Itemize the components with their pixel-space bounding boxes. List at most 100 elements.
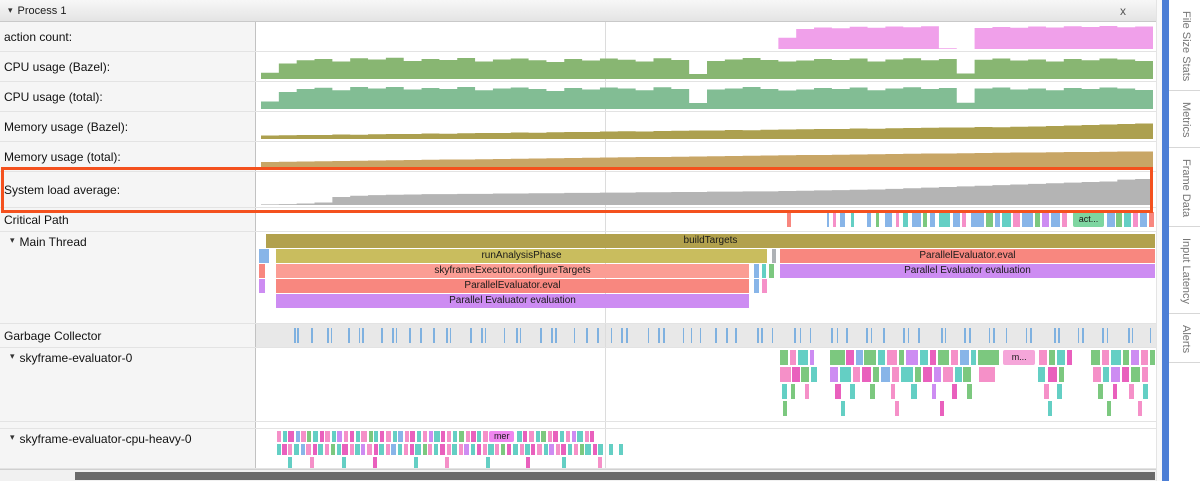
trace-event-tick[interactable] bbox=[445, 328, 448, 343]
trace-slice[interactable] bbox=[549, 444, 554, 455]
trace-slice[interactable] bbox=[872, 367, 879, 382]
trace-slice[interactable] bbox=[476, 444, 481, 455]
trace-slice-buildtargets[interactable]: buildTargets bbox=[265, 234, 1156, 248]
side-tab-metrics[interactable]: Metrics bbox=[1169, 91, 1200, 148]
trace-slice[interactable] bbox=[276, 444, 281, 455]
trace-event-tick[interactable] bbox=[647, 328, 650, 343]
trace-event-tick[interactable] bbox=[554, 328, 557, 343]
trace-event-tick[interactable] bbox=[918, 328, 921, 343]
trace-event-tick[interactable] bbox=[503, 328, 506, 343]
trace-slice[interactable] bbox=[306, 444, 311, 455]
trace-slice[interactable] bbox=[951, 384, 958, 399]
trace-event-tick[interactable] bbox=[391, 328, 394, 343]
trace-event-tick[interactable] bbox=[831, 328, 833, 343]
trace-slice[interactable] bbox=[598, 457, 602, 468]
trace-slice[interactable] bbox=[331, 431, 336, 442]
trace-slice[interactable] bbox=[373, 457, 377, 468]
trace-slice[interactable] bbox=[276, 431, 282, 442]
trace-slice[interactable] bbox=[463, 444, 470, 455]
trace-event-tick[interactable] bbox=[799, 328, 802, 343]
trace-slice[interactable] bbox=[864, 350, 877, 365]
trace-slice[interactable] bbox=[477, 431, 482, 442]
trace-event-tick[interactable] bbox=[381, 328, 383, 343]
trace-slice[interactable] bbox=[901, 367, 913, 382]
trace-slice[interactable] bbox=[344, 431, 349, 442]
trace-slice[interactable] bbox=[1048, 401, 1052, 416]
vertical-accent-bar[interactable] bbox=[1162, 0, 1169, 481]
track-content[interactable] bbox=[256, 324, 1156, 347]
trace-slice-skyframeexecutor-configuretargets[interactable]: skyframeExecutor.configureTargets bbox=[275, 264, 750, 278]
trace-slice[interactable] bbox=[434, 431, 440, 442]
trace-event-tick[interactable] bbox=[699, 328, 702, 343]
trace-slice[interactable] bbox=[325, 431, 330, 442]
trace-slice[interactable] bbox=[427, 444, 433, 455]
side-tab-alerts[interactable]: Alerts bbox=[1169, 314, 1200, 364]
trace-event-tick[interactable] bbox=[658, 328, 661, 343]
trace-slice[interactable] bbox=[805, 384, 809, 399]
trace-event-tick[interactable] bbox=[481, 328, 483, 343]
trace-slice-parallel-evaluator-evaluation[interactable]: Parallel Evaluator evaluation bbox=[275, 294, 750, 308]
trace-slice[interactable] bbox=[1149, 350, 1156, 365]
trace-event-tick[interactable] bbox=[725, 328, 728, 343]
trace-event-tick[interactable] bbox=[840, 212, 845, 227]
track-content[interactable] bbox=[256, 422, 1156, 428]
trace-event-tick[interactable] bbox=[1050, 212, 1060, 227]
trace-slice-parallel-evaluator-evaluation[interactable]: Parallel Evaluator evaluation bbox=[779, 264, 1156, 278]
trace-slice[interactable] bbox=[1091, 350, 1101, 365]
trace-event-tick[interactable] bbox=[993, 328, 995, 343]
trace-slice[interactable] bbox=[1111, 350, 1121, 365]
trace-slice[interactable] bbox=[409, 444, 414, 455]
trace-slice[interactable] bbox=[920, 350, 929, 365]
trace-slice[interactable] bbox=[307, 431, 312, 442]
trace-slice[interactable] bbox=[761, 279, 768, 293]
trace-event-tick[interactable] bbox=[771, 328, 774, 343]
trace-slice[interactable] bbox=[931, 384, 937, 399]
trace-slice[interactable] bbox=[933, 367, 941, 382]
trace-slice[interactable] bbox=[373, 431, 379, 442]
trace-event-tick[interactable] bbox=[573, 328, 576, 343]
trace-event-tick[interactable] bbox=[310, 328, 313, 343]
trace-event-tick[interactable] bbox=[1082, 328, 1084, 343]
trace-event-tick[interactable] bbox=[551, 328, 553, 343]
trace-slice[interactable] bbox=[1102, 350, 1110, 365]
trace-slice[interactable] bbox=[445, 457, 449, 468]
trace-event-tick[interactable] bbox=[395, 328, 398, 343]
trace-slice[interactable] bbox=[852, 367, 860, 382]
trace-slice[interactable] bbox=[373, 444, 378, 455]
trace-slice[interactable] bbox=[531, 444, 536, 455]
trace-event-tick[interactable] bbox=[939, 212, 950, 227]
trace-slice[interactable] bbox=[1043, 384, 1049, 399]
trace-slice[interactable] bbox=[1057, 384, 1062, 399]
trace-event-tick[interactable] bbox=[907, 328, 910, 343]
trace-slice[interactable] bbox=[877, 350, 886, 365]
trace-event-tick[interactable] bbox=[809, 328, 812, 343]
trace-slice[interactable] bbox=[779, 367, 791, 382]
trace-slice[interactable] bbox=[577, 431, 583, 442]
trace-slice-runanalysisphase[interactable]: runAnalysisPhase bbox=[275, 249, 768, 263]
side-tab-frame-data[interactable]: Frame Data bbox=[1169, 148, 1200, 227]
trace-event-tick[interactable] bbox=[940, 328, 943, 343]
trace-slice[interactable] bbox=[434, 444, 439, 455]
trace-event-tick[interactable] bbox=[1149, 328, 1152, 343]
trace-slice[interactable] bbox=[361, 431, 367, 442]
track-content[interactable] bbox=[256, 112, 1156, 141]
trace-slice[interactable] bbox=[398, 431, 403, 442]
trace-slice[interactable] bbox=[526, 457, 530, 468]
trace-slice[interactable] bbox=[895, 401, 899, 416]
trace-slice[interactable] bbox=[565, 431, 571, 442]
trace-slice[interactable] bbox=[355, 444, 360, 455]
trace-slice[interactable] bbox=[380, 431, 385, 442]
trace-badge[interactable]: m... bbox=[1003, 350, 1036, 365]
trace-slice[interactable] bbox=[792, 367, 800, 382]
trace-event-tick[interactable] bbox=[885, 212, 893, 227]
trace-slice[interactable] bbox=[789, 350, 796, 365]
trace-slice[interactable] bbox=[500, 444, 506, 455]
trace-slice[interactable] bbox=[409, 431, 416, 442]
trace-slice[interactable] bbox=[761, 264, 767, 278]
trace-event-tick[interactable] bbox=[787, 212, 791, 227]
trace-event-tick[interactable] bbox=[362, 328, 364, 343]
trace-slice[interactable] bbox=[869, 384, 876, 399]
trace-slice[interactable] bbox=[856, 350, 863, 365]
trace-slice[interactable] bbox=[287, 457, 292, 468]
trace-slice[interactable] bbox=[1138, 401, 1142, 416]
